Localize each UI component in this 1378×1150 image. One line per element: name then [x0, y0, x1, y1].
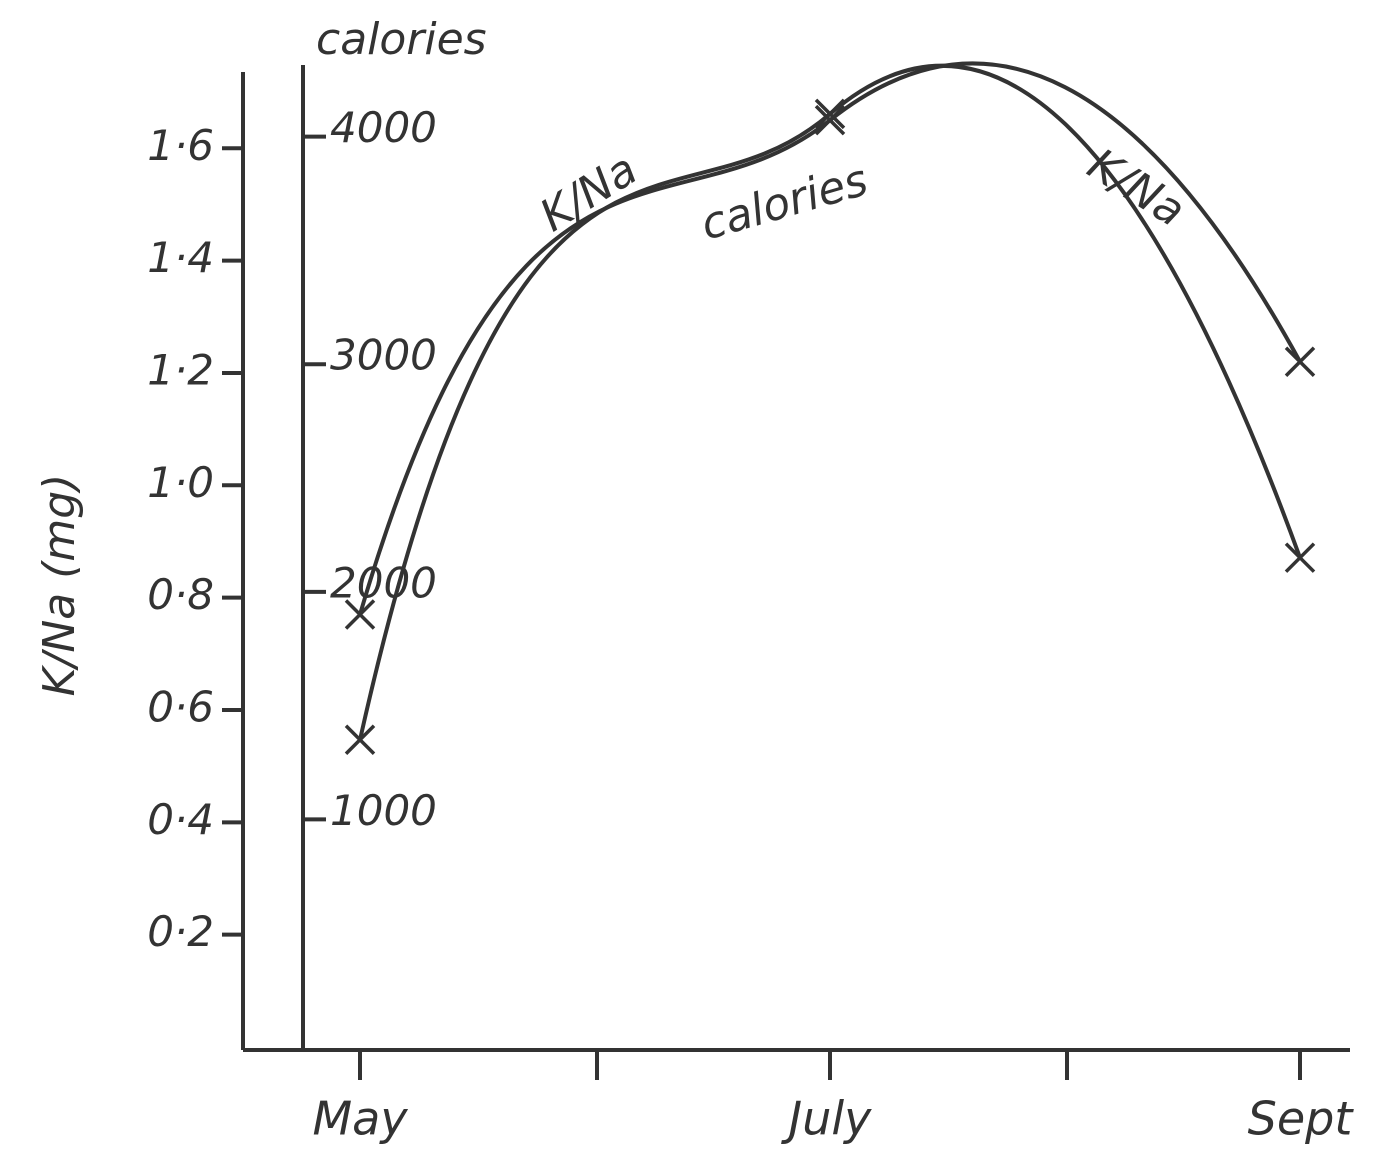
y2-tick-label: 3000	[330, 331, 437, 380]
y-tick-label: 1·2	[147, 345, 214, 394]
y-tick-label: 0·8	[147, 570, 214, 619]
y-axis-label: K/Na (mg)	[34, 474, 85, 697]
y2-tick-label: 1000	[330, 786, 437, 835]
point-marker	[344, 599, 376, 630]
y-tick-label: 0·6	[147, 682, 214, 731]
point-marker	[1284, 542, 1316, 573]
point-marker	[1284, 346, 1316, 377]
y-tick-label: 1·0	[147, 458, 214, 507]
line	[358, 63, 1302, 741]
y2-tick-label: 2000	[330, 558, 437, 607]
x-tick-label: May	[312, 1092, 408, 1146]
point-marker	[814, 98, 846, 130]
curve-label: K/Na	[1079, 139, 1194, 237]
point-marker	[814, 104, 846, 136]
x-tick-label: July	[781, 1092, 873, 1146]
curve-label: K/Na	[531, 144, 646, 242]
x-tick-label: Sept	[1248, 1092, 1355, 1146]
y2-axis-label: calories	[316, 14, 487, 65]
y-tick-label: 0·4	[147, 795, 214, 844]
y2-tick-label: 4000	[330, 103, 437, 152]
y-tick-label: 1·6	[147, 121, 214, 170]
line	[358, 61, 1302, 616]
point-marker	[344, 724, 376, 755]
y-tick-label: 1·4	[147, 233, 214, 282]
y-tick-label: 0·2	[147, 907, 214, 956]
